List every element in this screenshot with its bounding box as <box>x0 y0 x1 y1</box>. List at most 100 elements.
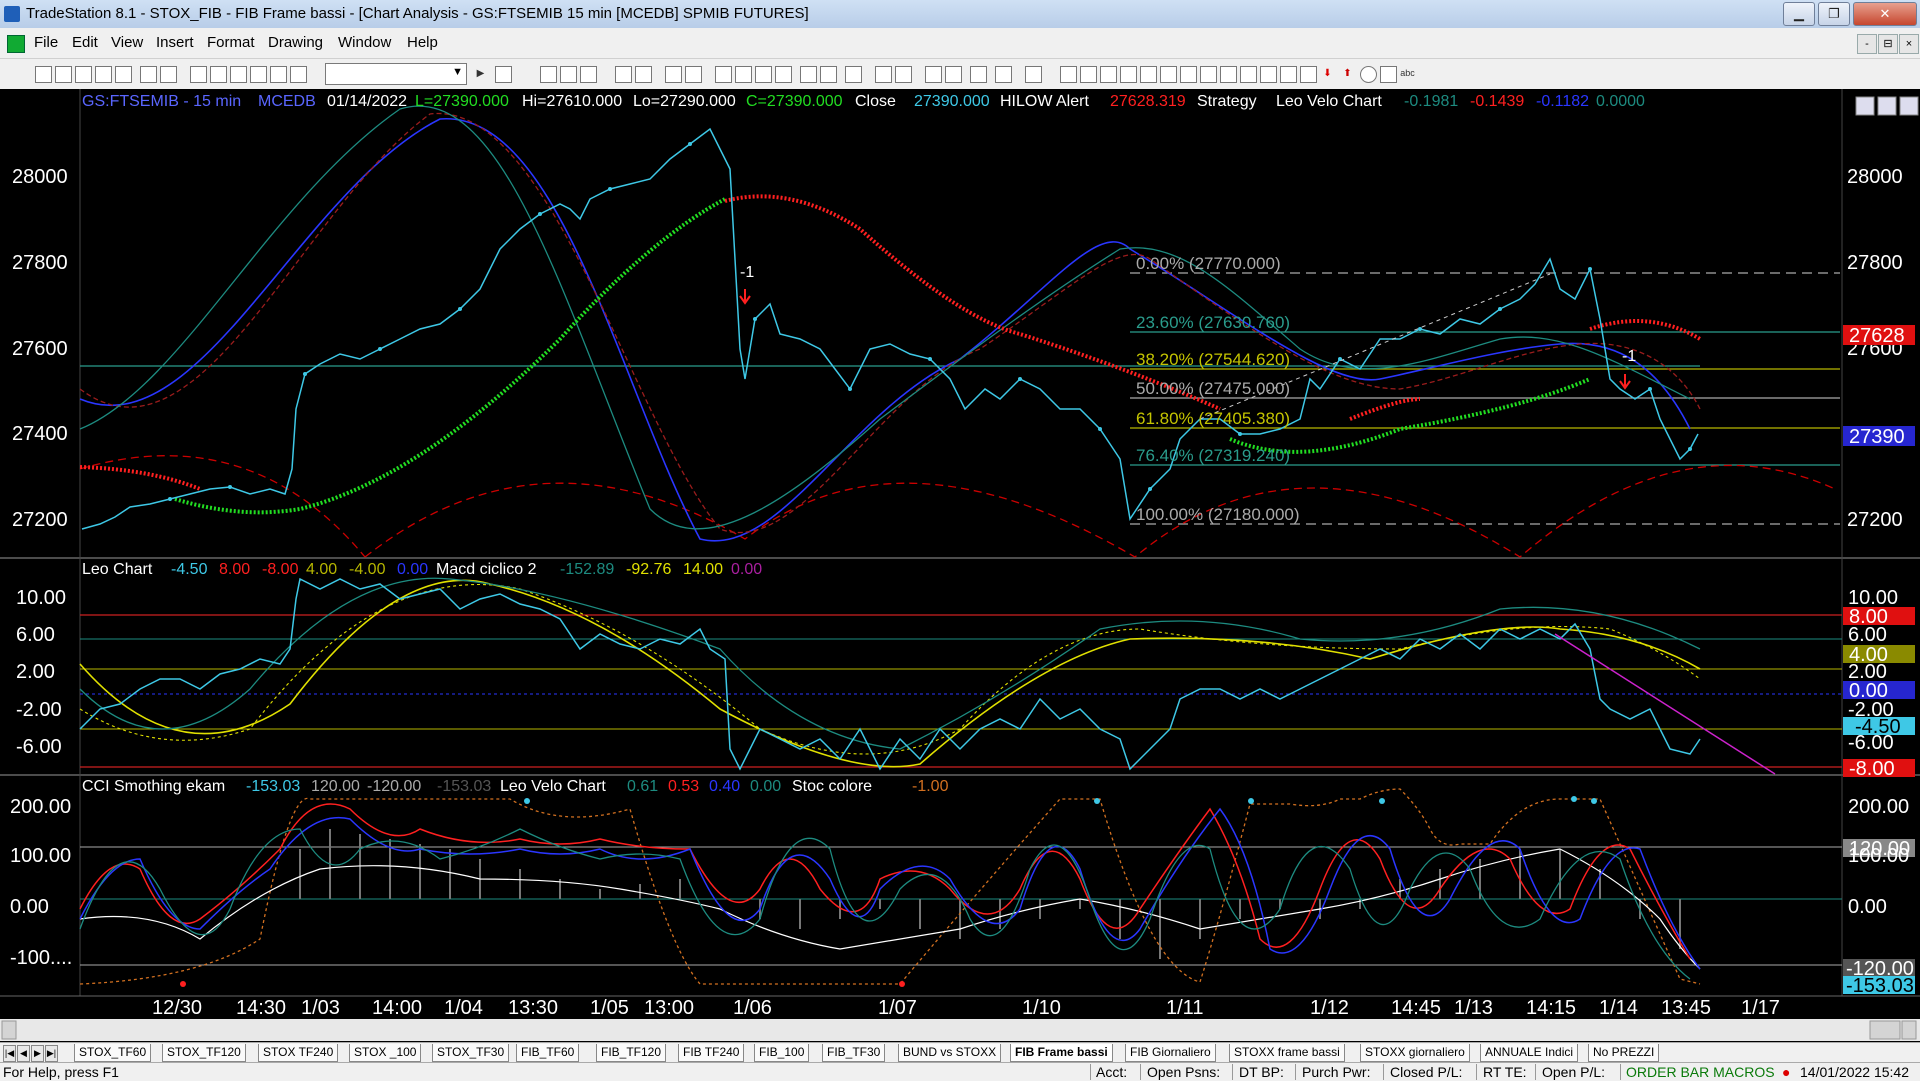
play-arrow-icon[interactable]: ▶ <box>476 68 485 79</box>
point-figure-icon[interactable] <box>775 66 792 83</box>
scroll-left-button[interactable] <box>1 1020 17 1040</box>
mdi-restore-button[interactable]: ⊟ <box>1878 34 1898 54</box>
scroll-thumb[interactable] <box>1869 1020 1901 1040</box>
tab-stox-tf60[interactable]: STOX_TF60 <box>74 1044 152 1062</box>
globe-icon[interactable] <box>290 66 307 83</box>
tab-fib-tf30[interactable]: FIB_TF30 <box>822 1044 886 1062</box>
zoom-tool-icon[interactable] <box>495 66 512 83</box>
inner-close-button[interactable] <box>1899 96 1919 116</box>
menu-help[interactable]: Help <box>407 34 438 51</box>
ellipse-icon[interactable] <box>1360 66 1377 83</box>
symbol-combo[interactable]: ▼ <box>325 63 467 85</box>
inner-restore-button[interactable] <box>1877 96 1897 116</box>
chart-analysis-window[interactable]: -1 -1 0.00% (27770.000) 23.60% (27630.76… <box>0 89 1920 1045</box>
tab-no-prezzi[interactable]: No PREZZI <box>1588 1044 1660 1062</box>
pointer-icon[interactable] <box>925 66 942 83</box>
bar-style-icon[interactable] <box>715 66 732 83</box>
rectangle-icon[interactable] <box>1380 66 1397 83</box>
gear-icon[interactable] <box>995 66 1012 83</box>
candle-icon[interactable] <box>735 66 752 83</box>
menu-edit[interactable]: Edit <box>72 34 98 51</box>
print-icon[interactable] <box>140 66 157 83</box>
fib-fan-icon[interactable] <box>1140 66 1157 83</box>
tab-fib-100[interactable]: FIB_100 <box>754 1044 810 1062</box>
menu-window[interactable]: Window <box>338 34 392 51</box>
up-arrow-icon[interactable]: ⬆ <box>1343 68 1352 79</box>
tab-fib-giornaliero[interactable]: FIB Giornaliero <box>1125 1044 1216 1062</box>
lock-icon[interactable] <box>250 66 267 83</box>
indicator-icon[interactable] <box>615 66 632 83</box>
select-icon[interactable] <box>945 66 962 83</box>
tools-icon[interactable] <box>970 66 987 83</box>
zoom-in-icon[interactable] <box>875 66 892 83</box>
menu-insert[interactable]: Insert <box>156 34 194 51</box>
window-icon[interactable] <box>190 66 207 83</box>
tab-fib-frame-bassi[interactable]: FIB Frame bassi <box>1010 1044 1113 1062</box>
grid-icon[interactable] <box>580 66 597 83</box>
refresh-icon[interactable] <box>665 66 682 83</box>
scroll-right-button[interactable] <box>1901 1020 1917 1040</box>
tab-annuale-indici[interactable]: ANNUALE Indici <box>1480 1044 1579 1062</box>
regression-icon[interactable] <box>1220 66 1237 83</box>
inner-minimize-button[interactable] <box>1855 96 1875 116</box>
menu-drawing[interactable]: Drawing <box>268 34 324 51</box>
minimize-button[interactable]: ▁ <box>1783 2 1815 26</box>
menu-format[interactable]: Format <box>207 34 255 51</box>
chart-doc-icon[interactable] <box>7 35 25 53</box>
tab-stox-tf120[interactable]: STOX_TF120 <box>162 1044 246 1062</box>
speed-lines-icon[interactable] <box>1240 66 1257 83</box>
tab-stoxx-giornaliero[interactable]: STOXX giornaliero <box>1360 1044 1470 1062</box>
bar-spacing-icon[interactable] <box>800 66 817 83</box>
copy-icon[interactable] <box>75 66 92 83</box>
pen-icon[interactable] <box>1280 66 1297 83</box>
fib-retracement-icon[interactable] <box>1120 66 1137 83</box>
workspace-icon[interactable] <box>95 66 112 83</box>
print-preview-icon[interactable] <box>160 66 177 83</box>
app-icon[interactable] <box>230 66 247 83</box>
tab-stox-100[interactable]: STOX _100 <box>349 1044 422 1062</box>
tab-bund-vs-stoxx[interactable]: BUND vs STOXX <box>898 1044 1002 1062</box>
chart-format-icon[interactable] <box>540 66 557 83</box>
arc-icon[interactable] <box>1260 66 1277 83</box>
restore-button[interactable]: ❐ <box>1818 2 1850 26</box>
fib-time-icon[interactable] <box>1160 66 1177 83</box>
tab-first-button[interactable]: |◀ <box>3 1045 16 1062</box>
news-icon[interactable] <box>270 66 287 83</box>
window-tile-icon[interactable] <box>685 66 702 83</box>
tab-prev-button[interactable]: ◀ <box>17 1045 30 1062</box>
close-button[interactable]: ✕ <box>1853 2 1917 26</box>
folder-icon[interactable] <box>115 66 132 83</box>
text-tool-icon[interactable]: abc <box>1400 68 1415 78</box>
new-icon[interactable] <box>35 66 52 83</box>
mdi-close-button[interactable]: × <box>1899 34 1919 54</box>
compress-icon[interactable] <box>820 66 837 83</box>
line-chart-icon[interactable] <box>755 66 772 83</box>
tab-fib-tf120[interactable]: FIB_TF120 <box>596 1044 667 1062</box>
gann-icon[interactable] <box>1180 66 1197 83</box>
down-arrow-icon[interactable]: ⬇ <box>1323 68 1332 79</box>
tab-next-button[interactable]: ▶ <box>31 1045 44 1062</box>
strategy-icon[interactable] <box>635 66 652 83</box>
mdi-minimize-button[interactable]: - <box>1857 34 1877 54</box>
alert-icon[interactable] <box>1025 66 1042 83</box>
tab-stoxx-frame-bassi[interactable]: STOXX frame bassi <box>1229 1044 1345 1062</box>
channel-icon[interactable] <box>1100 66 1117 83</box>
open-icon[interactable] <box>55 66 72 83</box>
trendline-icon[interactable] <box>1060 66 1077 83</box>
data-window-icon[interactable] <box>560 66 577 83</box>
tab-stox-tf240[interactable]: STOX TF240 <box>258 1044 339 1062</box>
menu-file[interactable]: File <box>34 34 59 51</box>
order-bar-macros-button[interactable]: ORDER BAR MACROS <box>1626 1064 1775 1080</box>
menu-view[interactable]: View <box>111 34 144 51</box>
tab-last-button[interactable]: ▶| <box>45 1045 58 1062</box>
horizontal-line-icon[interactable] <box>1080 66 1097 83</box>
tab-fib-tf60[interactable]: FIB_TF60 <box>516 1044 580 1062</box>
freehand-icon[interactable] <box>1300 66 1317 83</box>
tab-fib-tf240[interactable]: FIB TF240 <box>678 1044 745 1062</box>
expand-icon[interactable] <box>845 66 862 83</box>
list-icon[interactable] <box>210 66 227 83</box>
andrews-icon[interactable] <box>1200 66 1217 83</box>
tab-stox-tf30[interactable]: STOX_TF30 <box>432 1044 510 1062</box>
horizontal-scrollbar[interactable] <box>0 1019 1920 1041</box>
zoom-out-icon[interactable] <box>895 66 912 83</box>
